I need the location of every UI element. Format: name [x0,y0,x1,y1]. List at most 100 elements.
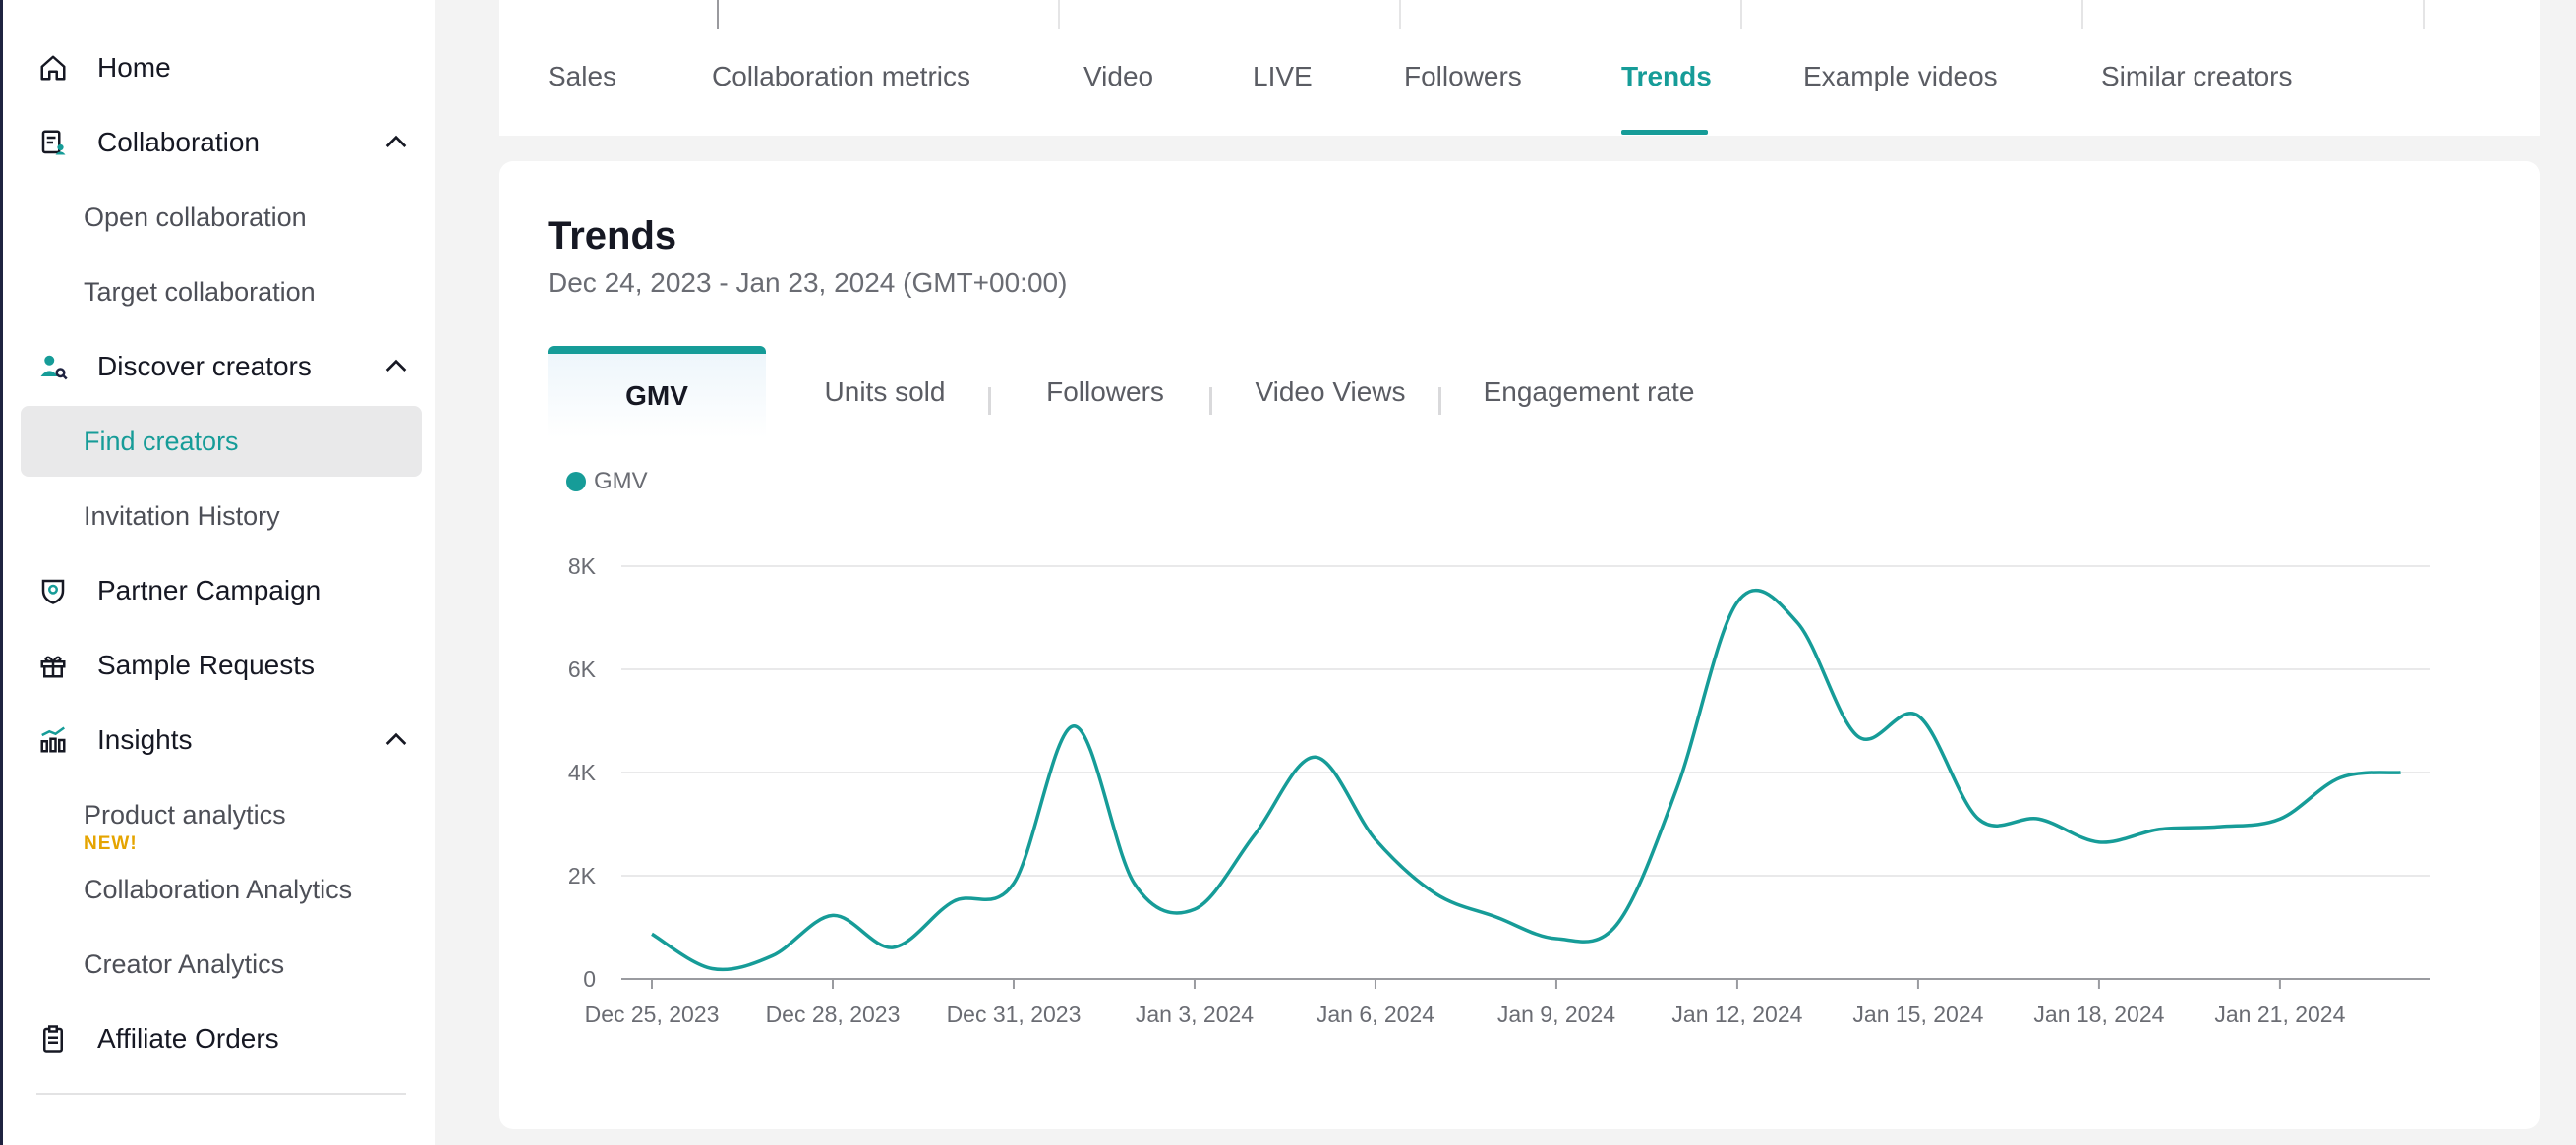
clipboard-icon [36,1022,70,1056]
sidebar: Home Collaboration Open collaboration Ta… [0,0,435,1145]
y-tick-label: 2K [568,863,597,888]
y-tick-label: 8K [568,553,597,579]
metric-separator [1438,387,1441,415]
nav-discover-creators[interactable]: Discover creators [21,331,422,402]
gift-icon [36,649,70,682]
nav-affiliate-orders-label: Affiliate Orders [97,1023,279,1054]
collaboration-icon [36,126,70,159]
legend-dot [566,472,586,491]
chevron-up-icon[interactable] [381,127,412,158]
gmv-data-point[interactable] [827,909,839,921]
discover-creators-icon [36,350,70,383]
gmv-line-chart: 0 2K 4K 6K 8K Dec 25, 2023 Dec 28, 2023 Dec 31,… [568,553,2430,1027]
tab-similar-creators[interactable]: Similar creators [2101,61,2293,91]
tab-divider [1399,0,1401,29]
active-tab-indicator [1621,130,1708,135]
tab-trends[interactable]: Trends [1621,61,1712,91]
gmv-data-point[interactable] [767,949,779,961]
shield-icon [36,574,70,607]
nav-partner-campaign-label: Partner Campaign [97,575,322,605]
sub-open-collaboration[interactable]: Open collaboration [84,201,307,232]
gmv-data-point[interactable] [1430,887,1441,899]
gmv-data-point[interactable] [2093,836,2105,848]
x-tick-label: Jan 15, 2024 [1852,1002,1983,1027]
sub-creator-analytics[interactable]: Creator Analytics [84,948,285,979]
nav-home-label: Home [97,52,171,83]
y-tick-label: 4K [568,760,597,785]
nav-insights-label: Insights [97,724,193,755]
trends-card: Trends Dec 24, 2023 - Jan 23, 2024 (GMT+… [499,161,2540,1129]
gmv-data-point[interactable] [1249,829,1260,840]
gmv-data-point[interactable] [2395,767,2407,778]
gmv-data-point[interactable] [1310,751,1321,763]
gmv-data-point[interactable] [2153,824,2165,835]
metric-separator [1209,387,1212,415]
gmv-data-point[interactable] [887,942,899,953]
chevron-up-icon[interactable] [381,724,412,756]
nav-collaboration[interactable]: Collaboration [21,107,422,178]
sub-find-creators[interactable]: Find creators [21,406,422,477]
metric-tab-gmv[interactable]: GMV [548,346,766,438]
gmv-series-line [651,588,2401,972]
nav-partner-campaign[interactable]: Partner Campaign [21,555,422,626]
gmv-data-point[interactable] [1068,720,1080,732]
gmv-data-point[interactable] [1791,617,1803,629]
nav-insights[interactable]: Insights [21,705,422,775]
x-tick-label: Dec 28, 2023 [766,1002,901,1027]
insights-icon [36,723,70,757]
nav-affiliate-orders[interactable]: Affiliate Orders [21,1003,422,1074]
sub-target-collaboration[interactable]: Target collaboration [84,276,316,307]
gmv-data-point[interactable] [2334,772,2346,783]
legend-label-gmv: GMV [594,468,648,494]
tab-followers[interactable]: Followers [1404,61,1522,91]
nav-home[interactable]: Home [21,32,422,103]
gmv-data-point[interactable] [1610,919,1622,931]
x-tick-label: Jan 18, 2024 [2033,1002,2164,1027]
gmv-data-point[interactable] [1491,911,1502,923]
gmv-data-point[interactable] [1370,833,1381,845]
gmv-data-point[interactable] [1129,878,1141,889]
tab-collaboration-metrics[interactable]: Collaboration metrics [712,61,970,91]
sub-product-analytics[interactable]: Product analytics [84,799,286,830]
gmv-data-point[interactable] [1189,903,1200,915]
gmv-data-point[interactable] [2214,821,2226,832]
x-tick-label: Jan 12, 2024 [1671,1002,1802,1027]
nav-collaboration-label: Collaboration [97,127,260,157]
tab-divider [2423,0,2425,29]
metric-tab-video-views[interactable]: Video Views [1255,376,1406,407]
gmv-data-point[interactable] [1008,878,1020,889]
sidebar-divider [36,1093,406,1095]
gmv-data-point[interactable] [1912,710,1924,721]
section-tabbar: Sales Collaboration metrics Video LIVE F… [499,0,2540,136]
gmv-data-point[interactable] [646,928,658,940]
x-tick-label: Jan 9, 2024 [1497,1002,1615,1027]
metric-tab-units-sold[interactable]: Units sold [824,376,946,407]
metric-tab-followers[interactable]: Followers [1046,376,1164,407]
tab-live[interactable]: LIVE [1253,61,1313,91]
chevron-up-icon[interactable] [381,351,412,382]
new-badge: NEW! [84,833,138,854]
metric-tab-engagement-rate[interactable]: Engagement rate [1483,376,1695,407]
date-range: Dec 24, 2023 - Jan 23, 2024 (GMT+00:00) [548,267,1068,298]
card-title: Trends [548,214,677,258]
x-tick-label: Jan 6, 2024 [1317,1002,1434,1027]
gmv-data-point[interactable] [2274,813,2286,825]
nav-sample-requests-label: Sample Requests [97,650,316,680]
nav-discover-creators-label: Discover creators [97,351,312,381]
gmv-data-point[interactable] [1852,730,1864,742]
gmv-data-point[interactable] [1671,782,1683,794]
tab-example-videos[interactable]: Example videos [1803,61,1998,91]
tab-divider [717,0,719,29]
gmv-data-point[interactable] [1972,813,1984,825]
tab-sales[interactable]: Sales [548,61,617,91]
gmv-data-point[interactable] [948,895,960,907]
gmv-data-point[interactable] [1731,597,1743,608]
nav-sample-requests[interactable]: Sample Requests [21,630,422,701]
sub-invitation-history[interactable]: Invitation History [84,500,280,531]
gmv-data-point[interactable] [706,963,718,975]
gmv-data-point[interactable] [2033,813,2045,825]
tab-divider [2081,0,2083,29]
tab-video[interactable]: Video [1083,61,1154,91]
gmv-data-point[interactable] [1551,933,1562,945]
sub-collaboration-analytics[interactable]: Collaboration Analytics [84,874,353,904]
